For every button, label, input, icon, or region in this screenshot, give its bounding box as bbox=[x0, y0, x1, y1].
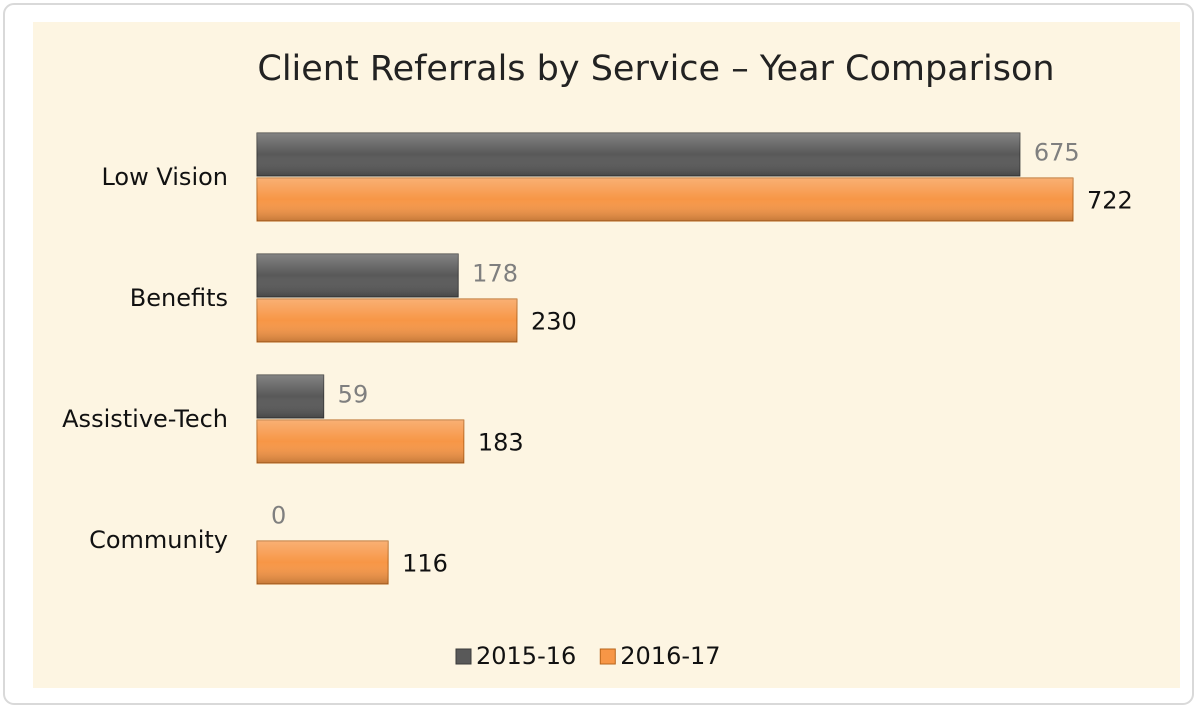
value-label: 178 bbox=[472, 260, 518, 288]
bar-shade bbox=[257, 420, 464, 463]
category-label: Benefits bbox=[130, 284, 228, 312]
value-label: 722 bbox=[1087, 187, 1133, 215]
value-label: 59 bbox=[338, 381, 369, 409]
category-label: Low Vision bbox=[101, 163, 228, 191]
bar-shade bbox=[257, 133, 1020, 176]
value-label: 675 bbox=[1034, 139, 1080, 167]
value-label: 0 bbox=[271, 502, 286, 530]
bar-shade bbox=[257, 254, 459, 297]
category-label: Assistive-Tech bbox=[62, 405, 228, 433]
bar-shade bbox=[257, 178, 1073, 221]
bar-shade bbox=[257, 299, 517, 342]
legend-label: 2016-17 bbox=[620, 642, 720, 670]
value-label: 230 bbox=[531, 308, 577, 336]
legend-swatch bbox=[599, 648, 616, 665]
value-label: 183 bbox=[478, 429, 524, 457]
bar-shade bbox=[257, 541, 389, 584]
legend-label: 2015-16 bbox=[476, 642, 576, 670]
bar-shade bbox=[257, 375, 324, 418]
category-label: Community bbox=[89, 526, 228, 554]
legend-swatch bbox=[455, 648, 472, 665]
plot-panel bbox=[33, 22, 1180, 688]
value-label: 116 bbox=[402, 550, 448, 578]
chart-title: Client Referrals by Service – Year Compa… bbox=[257, 49, 1054, 89]
